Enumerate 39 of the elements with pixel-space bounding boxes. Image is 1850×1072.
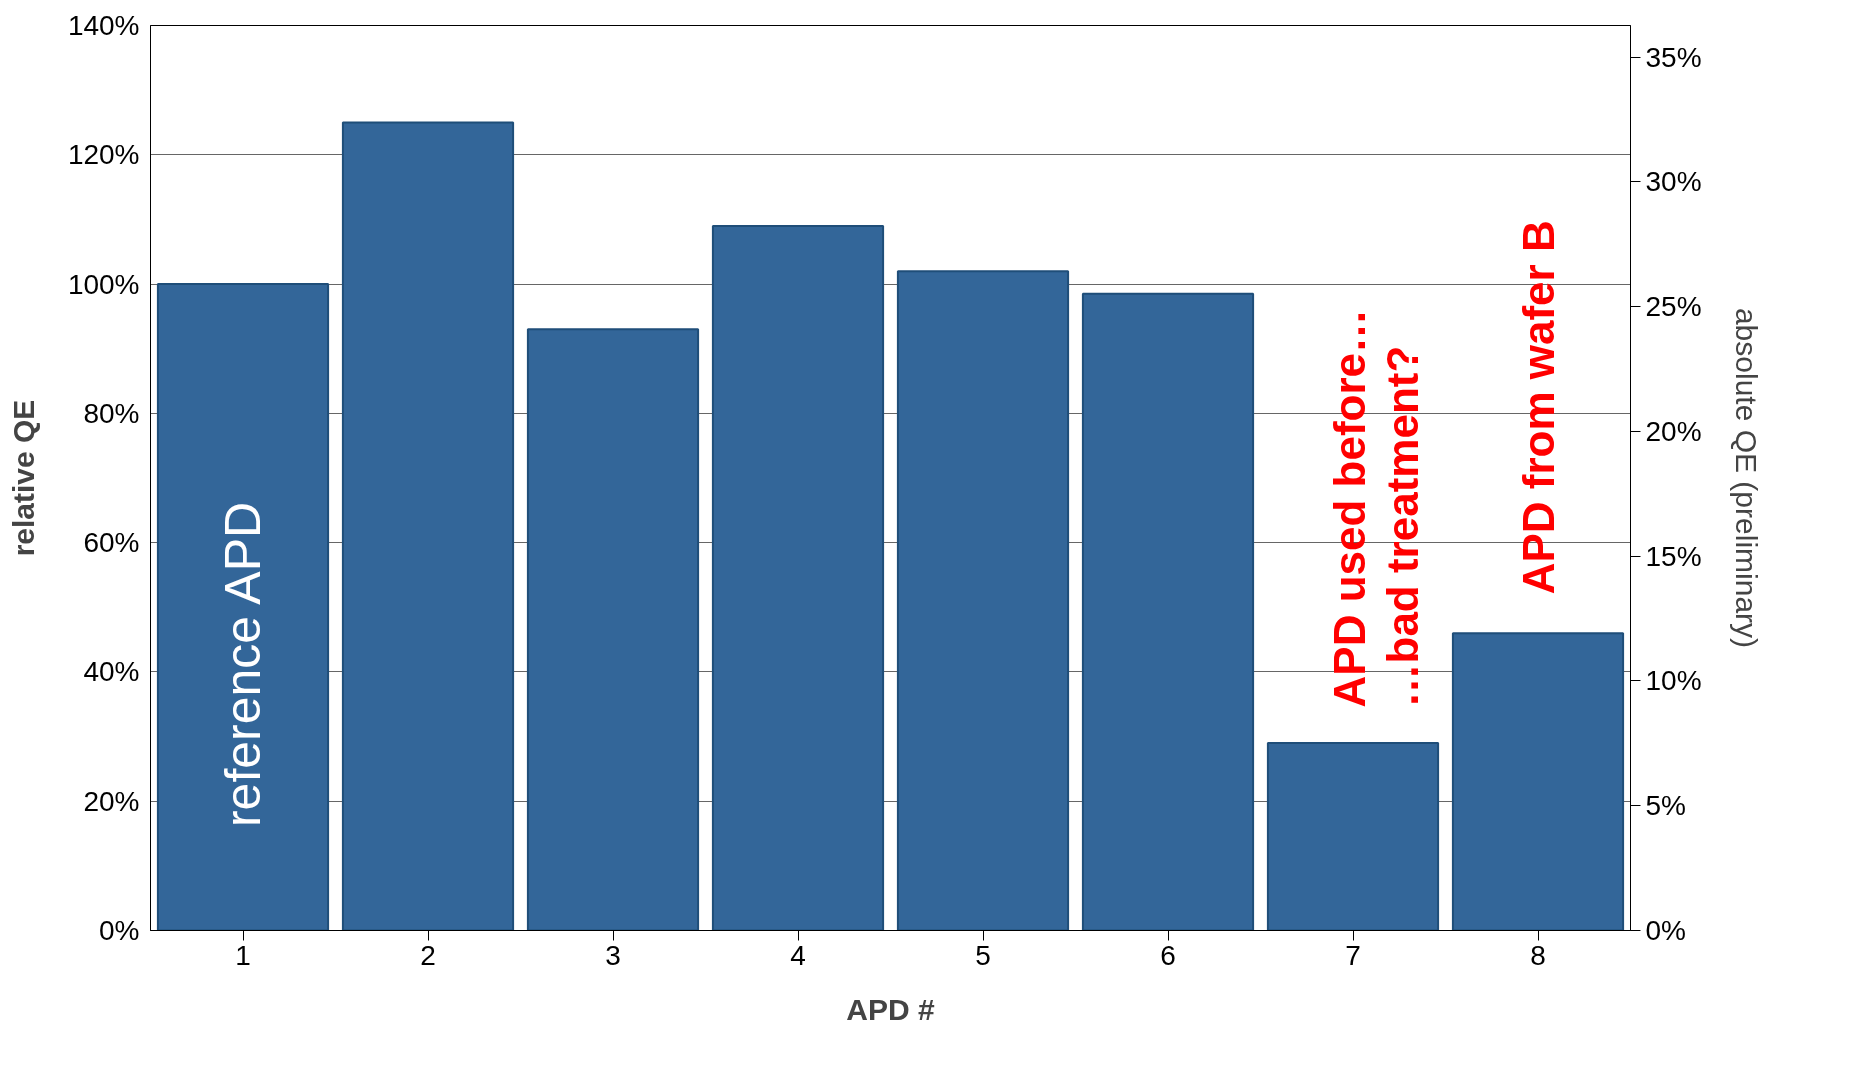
bar — [1266, 742, 1440, 931]
bar — [526, 328, 700, 931]
bar — [156, 283, 330, 931]
x-tick-label: 7 — [1345, 939, 1361, 971]
bar — [711, 224, 885, 931]
annotation: reference APD — [215, 501, 271, 828]
y-tick-label: 40% — [83, 656, 140, 688]
y-tick-label: 100% — [67, 268, 140, 300]
y-axis-title: relative QE — [6, 399, 40, 557]
bar — [341, 121, 515, 931]
annotation: …bad treatment? — [1378, 345, 1428, 708]
x-axis-title: APD # — [846, 992, 935, 1026]
x-tick-label: 5 — [975, 939, 991, 971]
y2-tick-label: 15% — [1645, 540, 1702, 572]
bar — [896, 270, 1070, 931]
y2-tick-label: 5% — [1645, 790, 1686, 822]
x-tick-label: 8 — [1530, 939, 1546, 971]
y-tick-label: 60% — [83, 527, 140, 559]
y2-tick-label: 20% — [1645, 415, 1702, 447]
y-tick-label: 140% — [67, 10, 140, 41]
y2-tick-label: 0% — [1645, 915, 1686, 946]
y-tick-label: 120% — [67, 139, 140, 171]
y-tick-label: 80% — [83, 397, 140, 429]
x-tick-label: 2 — [420, 939, 436, 971]
bar — [1081, 292, 1255, 931]
x-tick-label: 6 — [1160, 939, 1176, 971]
x-tick-label: 3 — [605, 939, 621, 971]
x-tick-label: 4 — [790, 939, 806, 971]
y2-tick-label: 35% — [1645, 41, 1702, 73]
bar — [1451, 632, 1625, 931]
y2-tick-label: 10% — [1645, 665, 1702, 697]
y2-tick-label: 25% — [1645, 291, 1702, 323]
annotation: APD used before… — [1324, 308, 1374, 708]
x-tick-label: 1 — [235, 939, 251, 971]
y2-tick-label: 30% — [1645, 166, 1702, 198]
annotation: APD from wafer B — [1513, 220, 1563, 595]
y2-axis-title: absolute QE (preliminary) — [1729, 307, 1763, 649]
y-tick-label: 0% — [99, 915, 140, 946]
y-tick-label: 20% — [83, 785, 140, 817]
